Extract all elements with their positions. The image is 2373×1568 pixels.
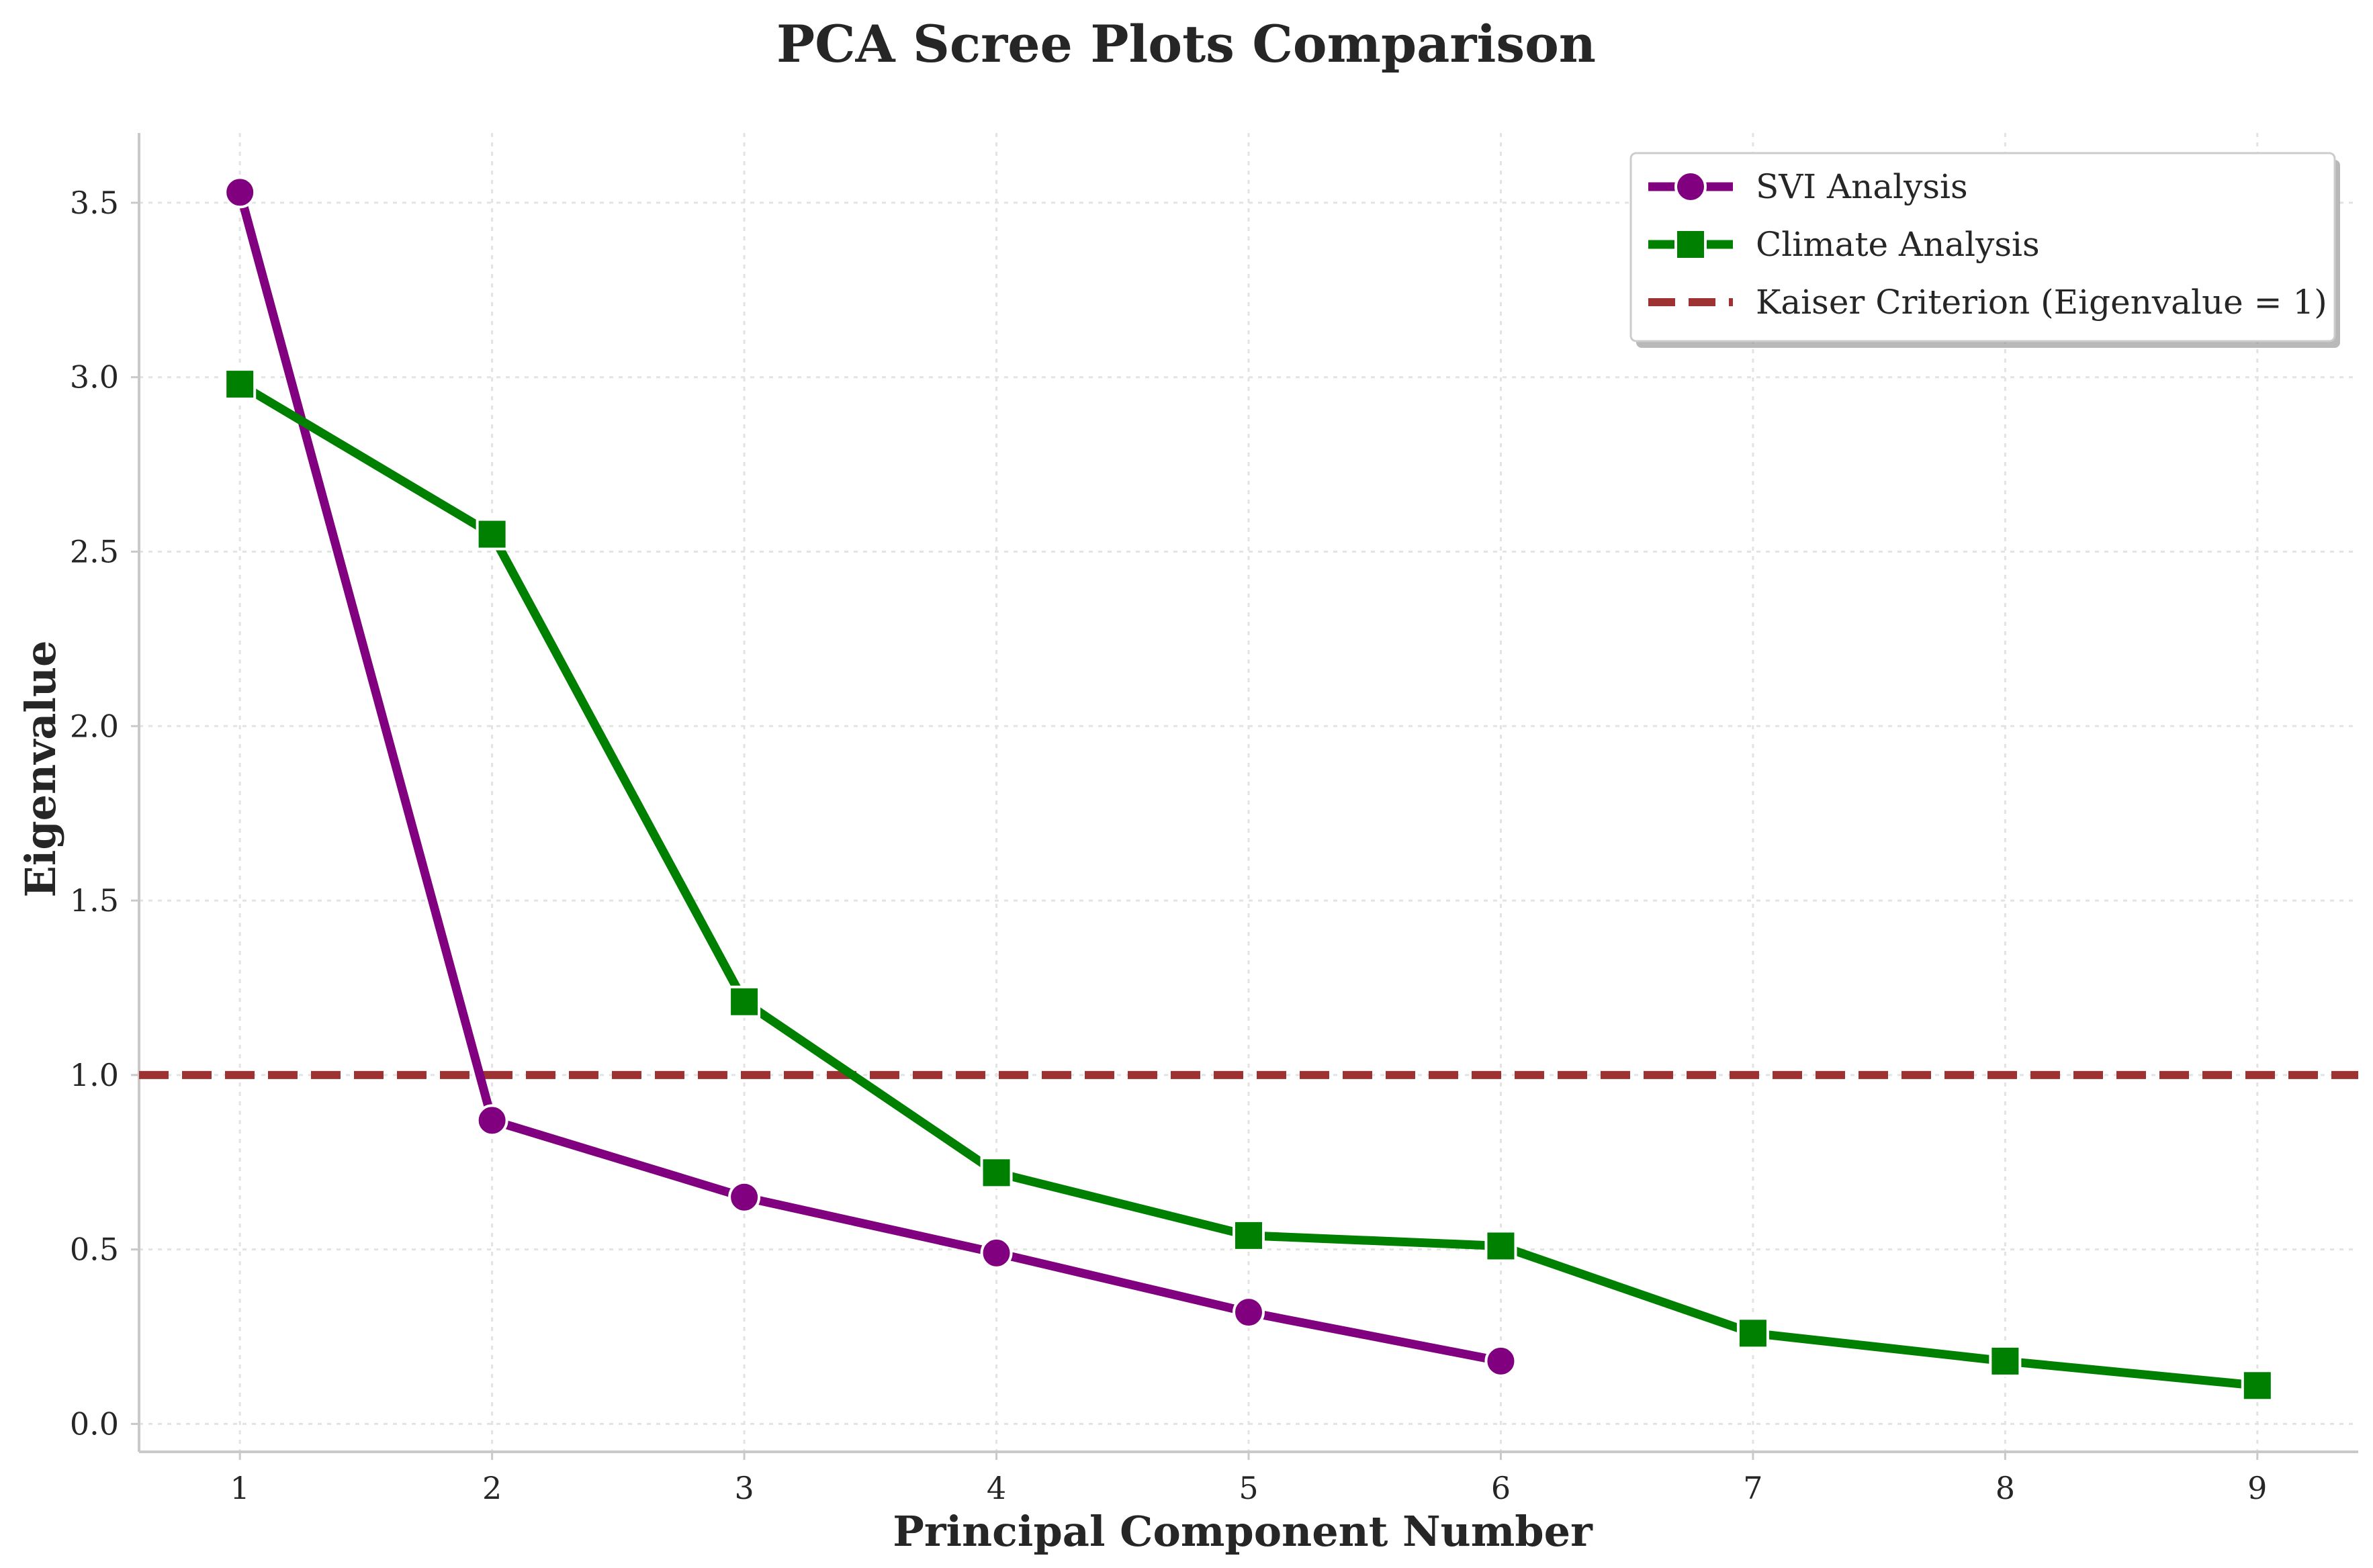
y-tick-label-0: 0.0: [70, 1405, 119, 1442]
data-point-svi-5: [1233, 1296, 1265, 1329]
x-axis-label: Principal Component Number: [893, 1507, 1593, 1556]
data-point-climate-9: [2241, 1369, 2274, 1402]
legend-label-climate: Climate Analysis: [1756, 225, 2040, 264]
y-tick-label-4: 2.0: [70, 708, 119, 744]
series-climate: [224, 368, 2274, 1402]
data-point-climate-4: [980, 1156, 1013, 1189]
y-tick-label-3: 1.5: [70, 882, 119, 919]
data-point-climate-8: [1989, 1344, 2022, 1377]
data-point-climate-1: [224, 368, 257, 401]
data-point-svi-3: [728, 1181, 761, 1213]
data-point-climate-7: [1736, 1317, 1769, 1350]
legend-marker-svi: [1674, 171, 1707, 203]
data-point-svi-1: [224, 176, 257, 209]
ticks-layer: 0.0 0.5 1.0 1.5 2.0 2.5 3.0 3.5 1 2 3 4 5 6 7 8 9: [70, 185, 2268, 1506]
data-point-climate-5: [1233, 1219, 1265, 1252]
legend-label-kaiser: Kaiser Criterion (Eigenvalue = 1): [1756, 283, 2327, 322]
y-tick-label-7: 3.5: [70, 185, 119, 221]
data-point-svi-2: [476, 1104, 508, 1137]
x-tick-label-8: 9: [2247, 1470, 2267, 1506]
data-point-climate-3: [728, 985, 761, 1018]
series-line-svi: [235, 187, 1505, 1366]
y-tick-label-1: 0.5: [70, 1232, 119, 1268]
data-point-climate-2: [476, 518, 508, 551]
data-point-svi-4: [980, 1236, 1013, 1269]
legend-label-svi: SVI Analysis: [1756, 167, 1968, 206]
y-tick-label-6: 3.0: [70, 359, 119, 396]
chart-legend: SVI Analysis Climate Analysis Kaiser Crite…: [1629, 152, 2340, 348]
x-tick-label-6: 7: [1743, 1470, 1762, 1506]
legend-marker-climate: [1674, 228, 1707, 261]
y-axis-label: Eigenvalue: [16, 641, 65, 898]
x-tick-label-2: 3: [734, 1470, 754, 1506]
x-tick-label-1: 2: [482, 1470, 502, 1506]
x-tick-label-7: 8: [1996, 1470, 2015, 1506]
y-tick-label-2: 1.0: [70, 1057, 119, 1093]
x-tick-label-0: 1: [230, 1470, 250, 1506]
x-tick-label-3: 4: [987, 1470, 1006, 1506]
series-svi: [224, 176, 1517, 1377]
data-point-svi-6: [1484, 1344, 1517, 1377]
x-tick-label-4: 5: [1239, 1470, 1258, 1506]
data-point-climate-6: [1484, 1230, 1517, 1262]
y-tick-label-5: 2.5: [70, 533, 119, 569]
chart-title: PCA Scree Plots Comparison: [776, 14, 1596, 74]
legend-box: [1629, 152, 2336, 342]
series-layer: [224, 176, 2274, 1402]
x-tick-label-5: 6: [1491, 1470, 1511, 1506]
